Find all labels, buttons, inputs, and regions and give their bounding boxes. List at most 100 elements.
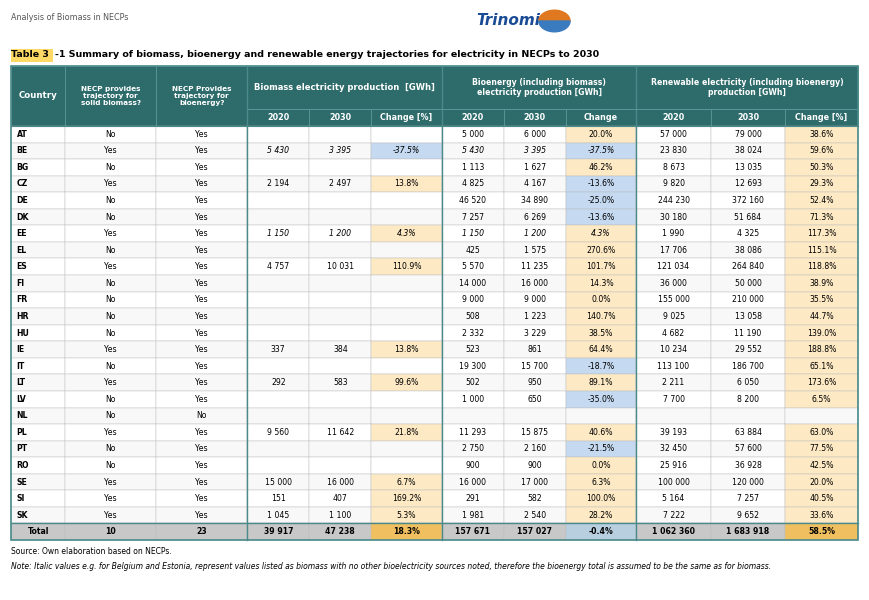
Bar <box>156 242 247 259</box>
Text: EE: EE <box>17 229 27 238</box>
Bar <box>247 66 441 109</box>
Text: -21.5%: -21.5% <box>587 445 614 454</box>
Text: Country: Country <box>19 91 57 100</box>
Bar <box>309 457 371 474</box>
Text: 11 293: 11 293 <box>459 428 487 437</box>
Bar <box>65 259 156 275</box>
Bar <box>309 474 371 490</box>
Text: 16 000: 16 000 <box>327 478 354 487</box>
Bar <box>636 507 711 523</box>
Text: 2020: 2020 <box>461 113 484 122</box>
Bar <box>711 242 786 259</box>
Text: 4.3%: 4.3% <box>397 229 416 238</box>
Text: 2 194: 2 194 <box>267 179 289 188</box>
Bar <box>11 358 65 374</box>
Bar <box>566 424 636 440</box>
Bar <box>441 242 504 259</box>
Text: Yes: Yes <box>196 279 208 288</box>
Bar <box>566 341 636 358</box>
Text: 47 238: 47 238 <box>326 527 355 536</box>
Bar <box>11 192 65 209</box>
Text: 6 269: 6 269 <box>524 212 546 221</box>
Bar <box>636 209 711 226</box>
Bar <box>441 292 504 308</box>
Bar <box>65 176 156 192</box>
Bar <box>11 407 65 424</box>
Bar <box>786 424 858 440</box>
Bar <box>65 490 156 507</box>
Text: 4 757: 4 757 <box>267 262 289 271</box>
Text: 9 000: 9 000 <box>524 295 546 304</box>
Text: 2 540: 2 540 <box>524 511 546 520</box>
Bar <box>504 259 566 275</box>
Text: 6.3%: 6.3% <box>591 478 611 487</box>
Text: 3 229: 3 229 <box>524 329 546 337</box>
Bar <box>156 374 247 391</box>
Text: 15 000: 15 000 <box>265 478 292 487</box>
Bar <box>566 192 636 209</box>
Bar <box>504 457 566 474</box>
Bar <box>441 391 504 407</box>
Text: PL: PL <box>17 428 27 437</box>
Text: 2 332: 2 332 <box>461 329 484 337</box>
Text: 7 700: 7 700 <box>662 395 685 404</box>
Text: 2030: 2030 <box>329 113 351 122</box>
Text: 17 000: 17 000 <box>521 478 548 487</box>
Text: 30 180: 30 180 <box>660 212 687 221</box>
Text: 33.6%: 33.6% <box>809 511 833 520</box>
Bar <box>786 126 858 143</box>
Text: 8 673: 8 673 <box>662 163 685 172</box>
Text: 39 193: 39 193 <box>660 428 687 437</box>
Bar <box>786 192 858 209</box>
Bar <box>504 143 566 159</box>
Text: 186 700: 186 700 <box>732 362 764 371</box>
Bar <box>786 391 858 407</box>
Text: 19 300: 19 300 <box>460 362 487 371</box>
Bar <box>566 126 636 143</box>
Bar <box>247 457 309 474</box>
Bar <box>11 275 65 292</box>
Bar <box>636 126 711 143</box>
Text: No: No <box>105 130 116 139</box>
Bar <box>309 259 371 275</box>
Bar <box>504 126 566 143</box>
Bar <box>636 143 711 159</box>
Bar <box>247 523 309 540</box>
Text: 2 211: 2 211 <box>662 378 685 387</box>
Text: 1 575: 1 575 <box>524 246 546 254</box>
Text: 7 222: 7 222 <box>662 511 685 520</box>
Bar <box>309 226 371 242</box>
Text: No: No <box>105 461 116 470</box>
Text: 523: 523 <box>466 345 480 354</box>
Text: 4 825: 4 825 <box>461 179 484 188</box>
Text: Yes: Yes <box>104 262 117 271</box>
Text: No: No <box>105 445 116 454</box>
Text: 58.5%: 58.5% <box>808 527 835 536</box>
Bar <box>309 391 371 407</box>
Text: LV: LV <box>17 395 26 404</box>
Bar <box>156 275 247 292</box>
Text: 155 000: 155 000 <box>658 295 689 304</box>
Text: 6.5%: 6.5% <box>812 395 832 404</box>
Bar <box>65 292 156 308</box>
Text: Yes: Yes <box>104 229 117 238</box>
Bar <box>786 490 858 507</box>
Bar <box>371 424 441 440</box>
Text: 157 671: 157 671 <box>455 527 490 536</box>
Text: 57 600: 57 600 <box>734 445 761 454</box>
Bar <box>11 292 65 308</box>
Bar <box>371 143 441 159</box>
Bar <box>786 275 858 292</box>
Bar <box>504 275 566 292</box>
Bar <box>711 126 786 143</box>
Text: No: No <box>105 212 116 221</box>
Bar <box>309 176 371 192</box>
Bar <box>247 440 309 457</box>
Bar <box>309 440 371 457</box>
Text: HR: HR <box>17 312 29 321</box>
Text: Table 3: Table 3 <box>11 50 50 59</box>
Bar <box>11 49 53 62</box>
Bar <box>65 66 156 126</box>
Text: 1 981: 1 981 <box>461 511 484 520</box>
Text: 101.7%: 101.7% <box>587 262 616 271</box>
